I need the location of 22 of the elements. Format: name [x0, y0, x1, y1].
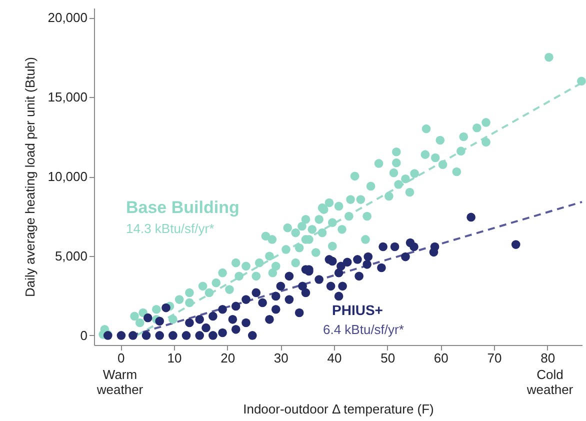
y-tick-label: 10,000 — [48, 169, 88, 184]
y-axis-title: Daily average heating load per unit (Btuh) — [22, 57, 38, 297]
x-tick-label: 20 — [220, 350, 236, 366]
text: Warm weather — [96, 367, 144, 397]
x-tick-label: 60 — [434, 350, 448, 366]
x-tick-label: 70 — [487, 350, 502, 366]
annotation: 6.4 kBtu/sf/yr* — [323, 322, 404, 337]
y-tick-label: 0 — [80, 328, 88, 343]
x-tick-label: 80 — [540, 350, 556, 366]
series-label: PHIUS+ — [332, 302, 383, 318]
text: Cold weather — [526, 367, 574, 397]
annotation: 14.3 kBtu/sf/yr* — [126, 221, 214, 236]
x-axis-title: Indoor-outdoor Δ temperature (F) — [243, 402, 434, 416]
y-tick-label: 20,000 — [48, 10, 88, 26]
series-label: Base Building — [126, 198, 240, 217]
y-tick-label: 5,000 — [54, 248, 88, 264]
x-tick-label: 10 — [167, 350, 182, 366]
x-tick-label: 40 — [327, 350, 342, 366]
x-tick-label: 30 — [274, 350, 288, 366]
x-tick-label: 0 — [118, 350, 125, 366]
x-tick-label: 50 — [380, 350, 396, 366]
y-tick-label: 15,000 — [48, 90, 88, 105]
